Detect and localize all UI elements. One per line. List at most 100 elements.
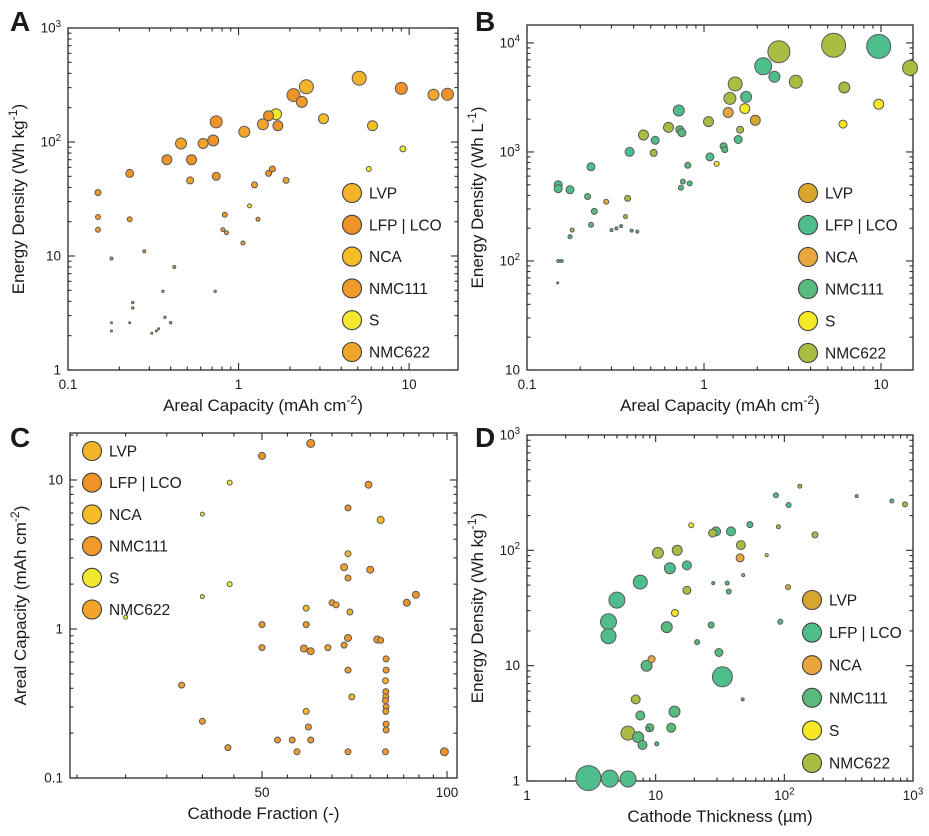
data-point: [382, 720, 390, 728]
panel-B-chart: 0.1 1 10 10 102 103 104 Areal Capacity (mAh cm-…: [465, 6, 919, 415]
data-point: [258, 621, 266, 629]
panel-letter: A: [10, 6, 30, 37]
data-point: [772, 492, 779, 499]
legend-label: NMC622: [369, 345, 430, 362]
data-point: [344, 634, 352, 642]
scatter-points: [553, 32, 919, 285]
x-tick-label: 0.1: [59, 377, 78, 392]
plot-box: [526, 434, 914, 782]
data-point: [640, 659, 653, 672]
data-point: [559, 259, 564, 263]
data-point: [364, 480, 373, 489]
legend-marker: [801, 589, 823, 611]
x-axis-label: Areal Capacity (mAh cm-2): [620, 393, 820, 415]
data-point: [672, 104, 685, 117]
data-point: [647, 655, 656, 664]
y-tick-label: 102: [500, 541, 520, 558]
legend-marker: [797, 310, 819, 332]
data-point: [344, 666, 352, 674]
data-point: [682, 585, 692, 595]
data-point: [635, 710, 646, 721]
data-point: [109, 256, 114, 261]
data-point: [629, 228, 634, 233]
data-point: [740, 697, 745, 702]
x-tick-label: 1: [700, 377, 708, 392]
data-point: [197, 138, 209, 149]
data-point: [178, 681, 186, 689]
legend-marker: [81, 567, 103, 588]
legend-label: NMC111: [109, 539, 168, 556]
data-point: [411, 590, 420, 599]
y-tick-label: 10: [505, 658, 520, 673]
y-tick-label: 102: [500, 252, 520, 269]
data-point: [708, 528, 718, 538]
panel-C-chart: 50 100 0.1 1 10 Cathode Fraction (-) Areal Cap…: [8, 422, 458, 823]
legend-marker: [801, 622, 823, 643]
panel-D-chart: 1 10 102 103 1 10 102 103 Cathode Thickness (µm)…: [465, 422, 923, 826]
legend-marker: [801, 655, 823, 676]
x-tick-label: 1: [523, 788, 531, 803]
data-point: [635, 229, 640, 234]
legend-label: NCA: [109, 507, 142, 524]
data-point: [110, 329, 113, 333]
data-point: [207, 134, 220, 147]
legend-marker: [341, 214, 363, 235]
data-point: [608, 591, 626, 609]
legend-marker: [341, 246, 363, 267]
plot-box: [526, 24, 914, 371]
legend-label: NCA: [825, 250, 858, 267]
legend-marker: [81, 504, 103, 525]
data-point: [902, 501, 908, 508]
data-point: [873, 98, 885, 110]
data-point: [399, 145, 407, 153]
data-point: [302, 621, 310, 629]
data-point: [324, 644, 332, 652]
legend-label: LVP: [369, 186, 397, 203]
data-point: [221, 211, 228, 218]
legend: LVP LFP | LCO NCA NMC111 S NMC622: [341, 182, 442, 363]
data-point: [666, 722, 677, 733]
data-point: [340, 563, 349, 572]
legend: LVP LFP | LCO NCA NMC111 S NMC622: [801, 589, 902, 774]
legend-label: LVP: [109, 444, 137, 461]
legend-marker: [81, 472, 103, 493]
data-point: [902, 59, 919, 76]
data-point: [632, 574, 648, 590]
data-point: [586, 162, 596, 172]
y-tick-label: 103: [500, 426, 520, 443]
data-point: [590, 207, 598, 215]
x-axis-label: Cathode Fraction (-): [187, 804, 339, 823]
data-point: [125, 168, 135, 178]
data-point: [382, 677, 389, 685]
axis-ticks: [526, 25, 913, 371]
data-point: [258, 451, 266, 460]
plot-box: [69, 432, 458, 779]
data-point: [131, 300, 135, 305]
data-point: [238, 125, 251, 138]
data-point: [169, 321, 173, 325]
x-tick-label: 10: [648, 788, 663, 803]
data-point: [630, 694, 641, 705]
panel-D: 1 10 102 103 1 10 102 103 Cathode Thickness (µm)…: [465, 418, 929, 836]
data-point: [286, 88, 301, 103]
panel-letter: D: [475, 422, 495, 453]
data-point: [382, 655, 390, 663]
legend-marker: [81, 599, 103, 620]
y-tick-label: 103: [500, 143, 520, 160]
data-point: [739, 103, 751, 115]
y-tick-label: 1: [55, 621, 63, 636]
data-point: [821, 32, 847, 58]
data-point: [367, 120, 378, 132]
data-point: [711, 581, 716, 586]
data-point: [402, 598, 411, 607]
data-point: [735, 540, 746, 551]
legend-marker: [81, 440, 103, 462]
x-tick-label: 10: [402, 377, 417, 392]
data-point: [340, 641, 348, 649]
data-point: [749, 114, 761, 126]
y-tick-label: 102: [41, 133, 61, 150]
data-point: [150, 331, 154, 335]
data-point: [777, 618, 784, 625]
data-point: [723, 91, 737, 105]
data-point: [307, 736, 315, 744]
